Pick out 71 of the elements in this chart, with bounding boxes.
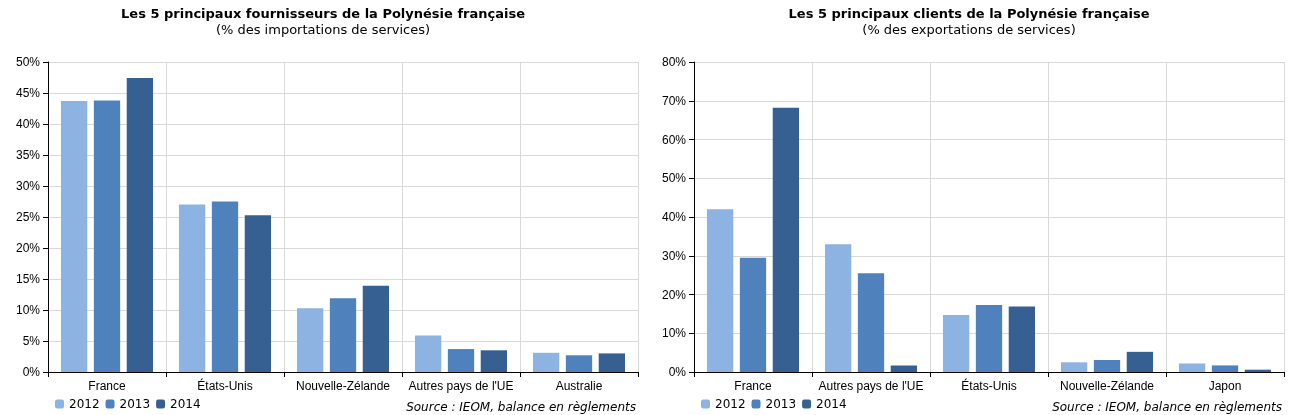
bar: [414, 335, 442, 372]
bar: [706, 209, 734, 372]
x-tick-label: Autres pays de l'UE: [818, 379, 924, 393]
bar: [1126, 351, 1154, 372]
y-tick-label: 80%: [661, 55, 687, 69]
bar: [1093, 359, 1121, 372]
x-tick-label: France: [88, 379, 126, 393]
bar: [890, 365, 918, 372]
bar: [93, 100, 121, 372]
x-tick-label: Autres pays de l'UE: [408, 379, 514, 393]
legend-label: 2014: [170, 397, 201, 411]
x-tick-label: Japon: [1208, 379, 1242, 393]
bar: [975, 304, 1003, 372]
bar: [329, 298, 357, 372]
source-note: Source : IEOM, balance en règlements: [1052, 400, 1283, 414]
y-tick-label: 10%: [15, 303, 41, 317]
y-tick-label: 30%: [15, 179, 41, 193]
legend-label: 2013: [765, 397, 797, 411]
y-tick-label: 15%: [15, 272, 41, 286]
bar: [178, 204, 206, 372]
y-tick-label: 0%: [22, 365, 41, 379]
x-tick-label: Nouvelle-Zélande: [1059, 379, 1155, 393]
bar: [60, 101, 88, 372]
y-tick-label: 60%: [661, 132, 687, 147]
y-tick-label: 20%: [661, 287, 687, 302]
x-tick-label: Nouvelle-Zélande: [295, 379, 391, 393]
source-note: Source : IEOM, balance en règlements: [406, 400, 637, 414]
y-tick-label: 5%: [22, 334, 41, 348]
y-tick-label: 50%: [15, 55, 41, 69]
x-tick-label: Australie: [555, 379, 603, 393]
y-tick-label: 45%: [15, 86, 41, 100]
chart-title: Les 5 principaux fournisseurs de la Polynésie française: [121, 6, 526, 21]
bar: [739, 257, 767, 372]
bar: [824, 244, 852, 372]
bar: [362, 285, 390, 372]
y-tick-label: 10%: [661, 326, 687, 341]
bar: [942, 315, 970, 372]
y-tick-label: 40%: [661, 210, 687, 224]
x-tick-label: États-Unis: [961, 378, 1017, 393]
y-tick-label: 70%: [661, 93, 687, 108]
bar: [244, 215, 272, 372]
bar: [447, 349, 475, 372]
y-tick-label: 40%: [15, 117, 41, 131]
bar: [532, 352, 560, 372]
chart-title: Les 5 principaux clients de la Polynésie française: [788, 6, 1150, 21]
chart-subtitle: (% des exportations de services): [862, 22, 1076, 37]
legend-label: 2012: [69, 397, 100, 411]
bar: [1008, 306, 1036, 372]
bar: [857, 273, 885, 372]
y-tick-label: 0%: [668, 365, 687, 379]
bar: [598, 353, 626, 372]
y-tick-label: 25%: [15, 210, 41, 224]
y-tick-label: 50%: [661, 171, 687, 186]
legend-label: 2013: [119, 397, 151, 411]
y-tick-label: 20%: [15, 241, 41, 255]
bar: [772, 107, 800, 372]
chart-subtitle: (% des importations de services): [215, 22, 431, 37]
bar: [211, 201, 239, 372]
legend-label: 2012: [715, 397, 746, 411]
y-tick-label: 30%: [661, 248, 687, 263]
legend-label: 2014: [816, 397, 847, 411]
bar: [1211, 365, 1239, 372]
bar: [126, 78, 154, 372]
bar: [565, 355, 593, 372]
bar: [1060, 362, 1088, 372]
bar: [296, 308, 324, 372]
x-tick-label: États-Unis: [197, 378, 253, 393]
bar: [480, 350, 508, 372]
y-tick-label: 35%: [15, 148, 41, 162]
bar: [1178, 363, 1206, 372]
x-tick-label: France: [734, 379, 772, 393]
